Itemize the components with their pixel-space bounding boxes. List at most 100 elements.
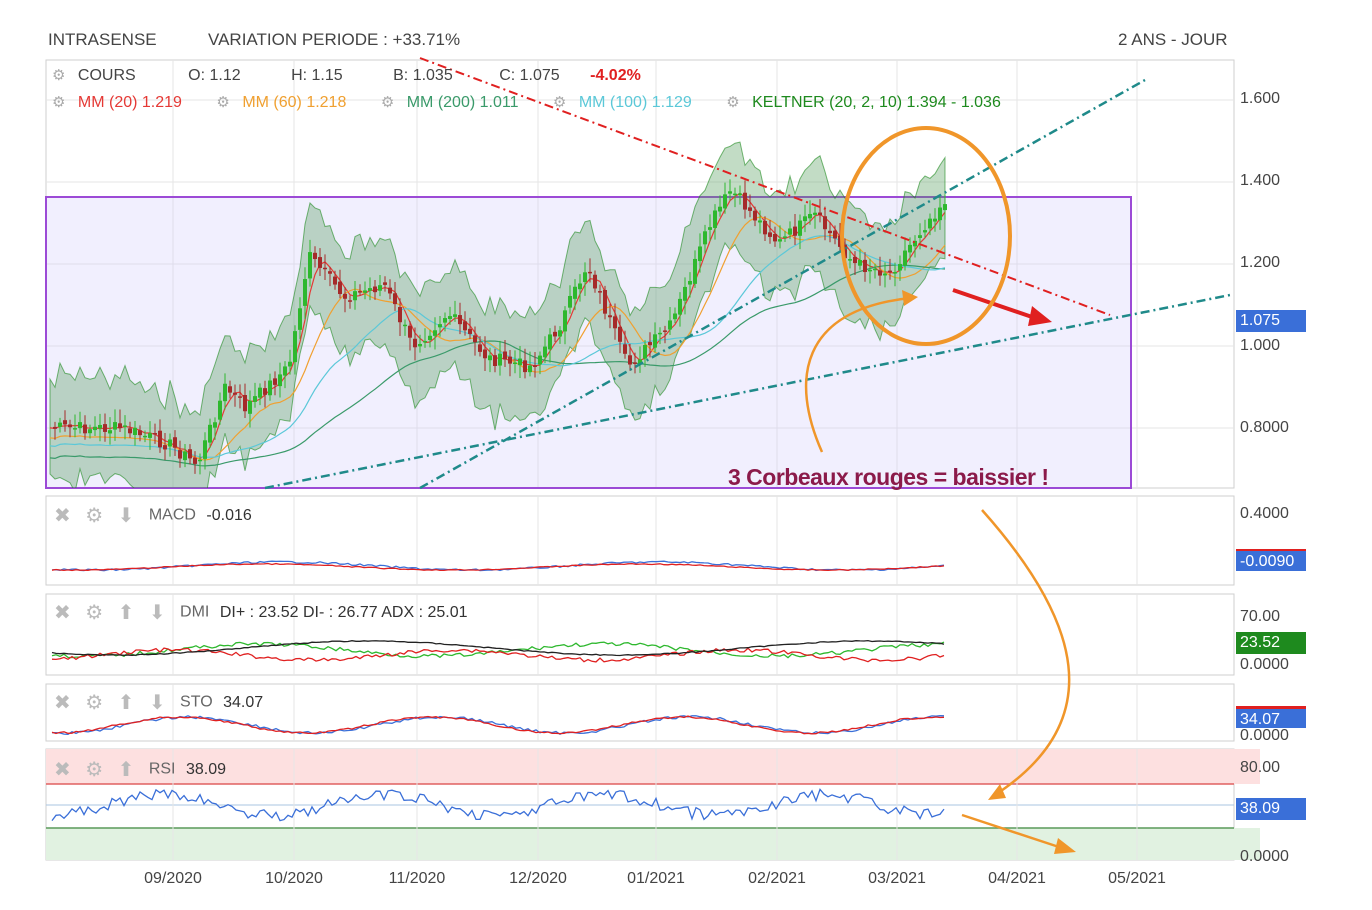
candle: [473, 335, 477, 343]
dmi-plus-line: [51, 641, 945, 659]
candle: [243, 395, 247, 412]
candle: [308, 252, 312, 279]
mm200-label: MM (200) 1.011: [406, 94, 519, 111]
arrow-up-icon[interactable]: ⬆: [117, 602, 135, 624]
period-label[interactable]: 2 ANS - JOUR: [1118, 30, 1228, 49]
candle: [818, 212, 822, 216]
mm60-label: MM (60) 1.218: [242, 94, 347, 111]
gear-icon[interactable]: ⚙: [52, 94, 66, 111]
cours-label: COURS: [77, 67, 136, 84]
candle: [63, 420, 67, 425]
candle: [593, 274, 597, 289]
close-icon[interactable]: ✖: [54, 692, 71, 714]
candle: [733, 193, 737, 196]
close-icon[interactable]: ✖: [54, 759, 71, 781]
period-variation: VARIATION PERIODE : +33.71%: [208, 30, 461, 49]
macd-badge: -0.0090: [1236, 549, 1306, 571]
candle: [93, 426, 97, 431]
candle: [613, 316, 617, 329]
candle: [388, 287, 392, 294]
candle: [193, 457, 197, 464]
candle: [283, 366, 287, 376]
price-tick: 0.8000: [1240, 419, 1289, 436]
gear-icon[interactable]: ⚙: [85, 505, 104, 527]
x-tick: 04/2021: [988, 870, 1046, 887]
sto-value: 34.07: [223, 693, 264, 711]
macd-name: MACD: [148, 506, 196, 524]
candle: [553, 331, 557, 337]
rsi-badge: 38.09: [1236, 798, 1306, 820]
gear-icon[interactable]: ⚙: [85, 692, 104, 714]
orange-curve-arrow: [804, 296, 911, 453]
candle: [218, 400, 222, 420]
rsi-oversold-zone: [46, 828, 1260, 860]
candle: [583, 272, 587, 282]
candle: [58, 422, 62, 427]
orange-arrow-head: [988, 784, 1006, 800]
candle: [188, 449, 192, 459]
candle: [853, 256, 857, 264]
candle: [413, 338, 417, 348]
candle: [698, 246, 702, 262]
candle: [783, 236, 787, 238]
x-tick: 02/2021: [748, 870, 806, 887]
candle: [913, 240, 917, 247]
candle: [203, 440, 207, 459]
candle: [168, 439, 172, 447]
candle: [678, 298, 682, 315]
candle: [643, 344, 647, 359]
arrow-down-icon[interactable]: ⬇: [117, 505, 135, 527]
x-tick: 11/2020: [388, 870, 446, 887]
gear-icon[interactable]: ⚙: [52, 67, 66, 84]
candle: [663, 330, 667, 332]
candle: [668, 320, 672, 330]
keltner-band: [49, 141, 946, 488]
candle: [378, 285, 382, 291]
candle: [278, 374, 282, 387]
arrow-down-icon[interactable]: ⬇: [148, 602, 166, 624]
arrow-up-icon[interactable]: ⬆: [117, 692, 135, 714]
gear-icon[interactable]: ⚙: [380, 94, 395, 111]
red-arrow-shaft: [952, 288, 1036, 320]
teal-trendline-steep: [419, 78, 1146, 490]
close-icon[interactable]: ✖: [54, 602, 71, 624]
candle: [843, 244, 847, 259]
indicator-legend: ⚙ MM (20) 1.219 ⚙ MM (60) 1.218 ⚙ MM (20…: [52, 93, 1001, 112]
candle: [748, 207, 752, 211]
gear-icon[interactable]: ⚙: [85, 759, 104, 781]
candle: [288, 361, 292, 367]
gear-icon[interactable]: ⚙: [726, 94, 740, 111]
candle: [133, 427, 137, 435]
candle: [53, 426, 57, 429]
adx-line: [51, 639, 945, 657]
candle: [118, 423, 122, 428]
mm100-line: [49, 235, 946, 458]
candle: [503, 351, 507, 360]
candle: [448, 316, 452, 319]
gear-icon[interactable]: ⚙: [552, 94, 567, 111]
arrow-down-icon[interactable]: ⬇: [148, 692, 166, 714]
candle: [213, 422, 217, 428]
candle: [688, 280, 692, 285]
gear-icon[interactable]: ⚙: [216, 94, 230, 111]
x-tick: 10/2020: [265, 870, 323, 887]
mm200-line: [49, 264, 946, 467]
candle: [623, 344, 627, 354]
x-tick: 03/2021: [868, 870, 926, 887]
candle: [743, 192, 747, 210]
gear-icon[interactable]: ⚙: [85, 602, 104, 624]
candle: [718, 206, 722, 212]
candle: [408, 325, 412, 338]
candle: [568, 295, 572, 308]
rsi-tick: 80.00: [1240, 759, 1281, 776]
candle: [683, 286, 687, 301]
candle: [723, 194, 727, 209]
candle: [433, 330, 437, 336]
candle: [268, 380, 272, 396]
arrow-up-icon[interactable]: ⬆: [117, 759, 135, 781]
candle: [543, 346, 547, 358]
candle: [353, 291, 357, 301]
candle: [938, 207, 942, 221]
orange-straight-arrow: [961, 813, 1063, 850]
close-icon[interactable]: ✖: [54, 505, 71, 527]
